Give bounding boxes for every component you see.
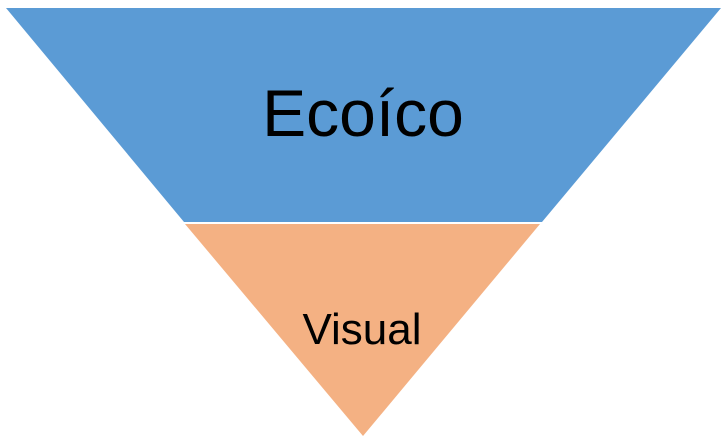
top-layer-shape bbox=[6, 8, 721, 222]
bottom-layer-label: Visual bbox=[302, 305, 421, 354]
top-layer-label: Ecoíco bbox=[262, 76, 464, 150]
bottom-layer-shape bbox=[185, 224, 540, 436]
